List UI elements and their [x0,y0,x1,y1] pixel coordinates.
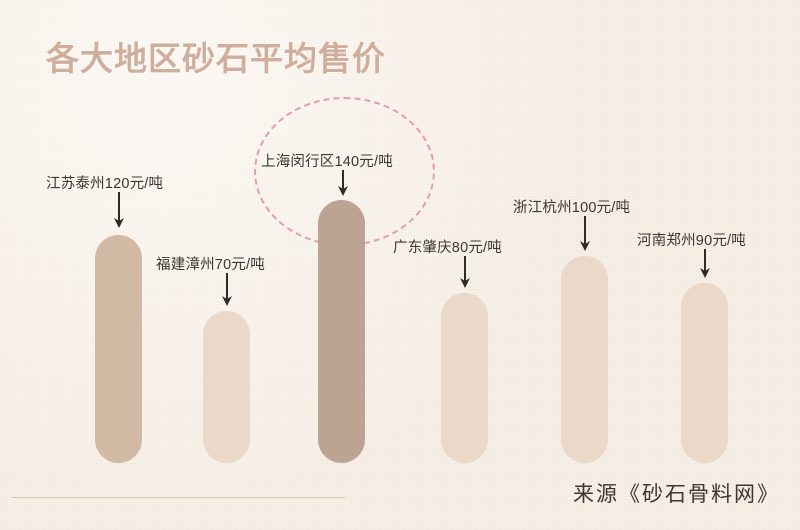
arrow-down-icon [460,256,470,288]
bar-浙江杭州 [561,256,608,463]
arrow-down-icon [114,192,124,228]
bar-label-河南郑州: 河南郑州90元/吨 [637,233,746,249]
source-note: 来源《砂石骨料网》 [573,483,780,506]
bar-河南郑州 [681,283,728,463]
bar-广东肇庆 [441,293,488,463]
bar-label-江苏泰州: 江苏泰州120元/吨 [46,176,164,192]
arrow-down-icon [580,216,590,251]
bar-label-上海闵行区: 上海闵行区140元/吨 [261,154,393,170]
arrow-down-icon [222,273,232,306]
arrow-down-icon [338,170,348,196]
bar-label-浙江杭州: 浙江杭州100元/吨 [513,200,631,216]
bar-江苏泰州 [95,235,142,463]
bar-上海闵行区 [318,200,365,463]
bar-label-广东肇庆: 广东肇庆80元/吨 [393,240,502,256]
bar-label-福建漳州: 福建漳州70元/吨 [156,257,265,273]
footer-divider [12,497,345,498]
bar-福建漳州 [203,311,250,463]
page-title: 各大地区砂石平均售价 [46,40,386,77]
arrow-down-icon [700,249,710,278]
